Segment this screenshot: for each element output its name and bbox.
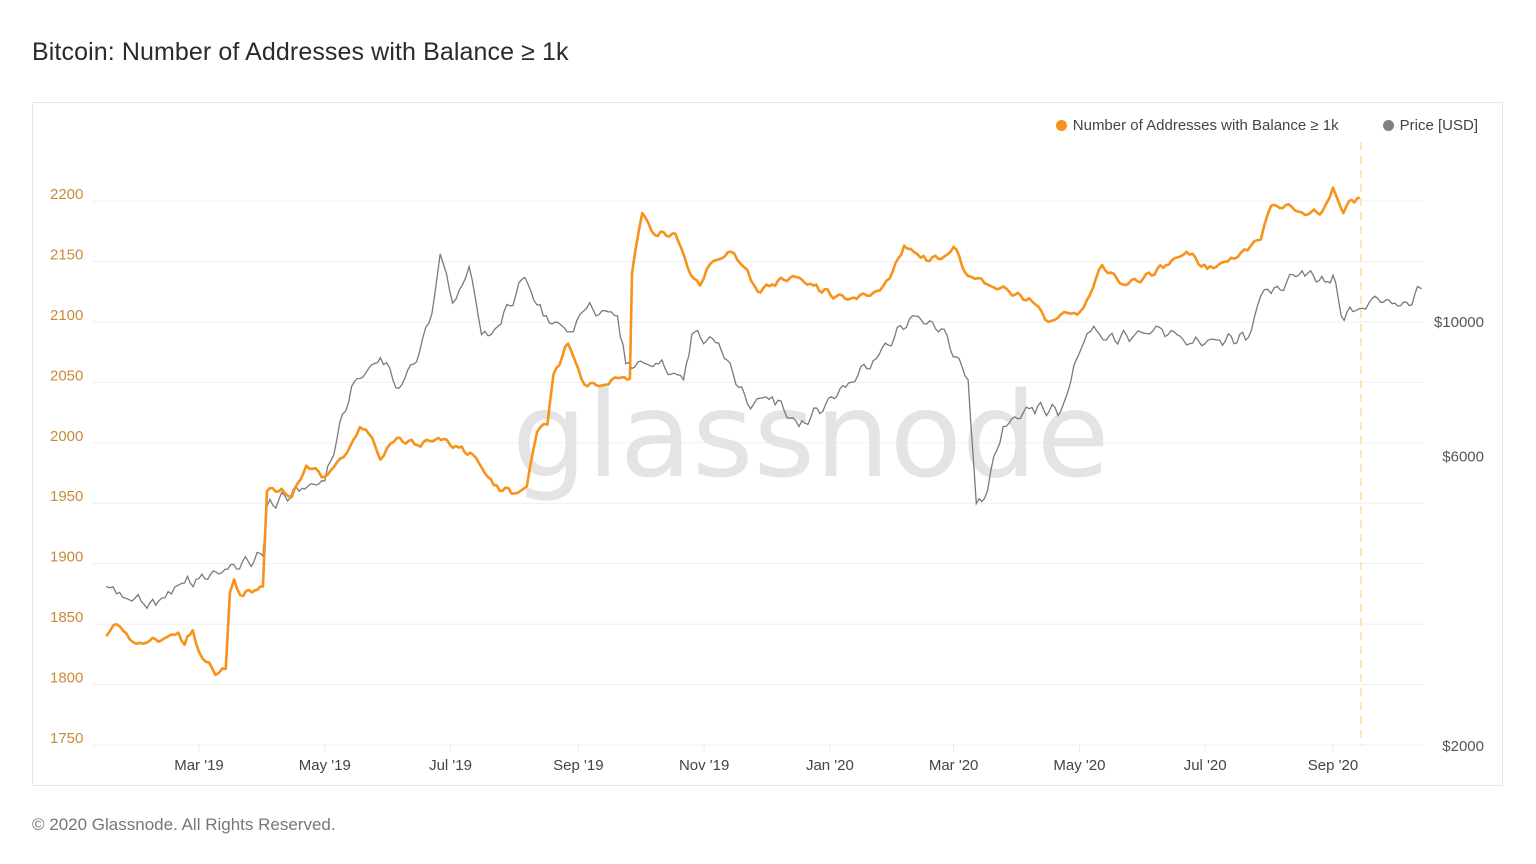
gridlines: [92, 200, 1424, 746]
orange-dot-icon: [1055, 120, 1067, 131]
y-right-tick-label: $2000: [1442, 738, 1484, 755]
gray-dot-icon: [1382, 120, 1394, 131]
addresses-series-line[interactable]: [105, 186, 1361, 677]
y-left-tick-label: 2100: [50, 307, 83, 324]
x-tick-label: Jul '19: [429, 757, 472, 774]
y-left-tick-label: 1750: [50, 730, 83, 747]
y-left-tick-label: 1850: [50, 609, 83, 626]
chart-legend: Number of Addresses with Balance ≥ 1k Pr…: [1055, 117, 1478, 134]
y-left-tick-label: 1900: [50, 549, 83, 566]
x-tick-label: Jul '20: [1184, 757, 1227, 774]
legend-item-addresses[interactable]: Number of Addresses with Balance ≥ 1k: [1055, 117, 1339, 134]
page-title: Bitcoin: Number of Addresses with Balanc…: [32, 38, 569, 66]
y-axis-left: 1750 1800 1850 1900 1950 2000 2050 2100 2150 2200: [50, 186, 83, 747]
x-tick-label: Nov '19: [679, 757, 729, 774]
x-tick-label: Jan '20: [806, 757, 854, 774]
x-tick-label: May '20: [1053, 757, 1105, 774]
y-left-tick-label: 1950: [50, 488, 83, 505]
y-right-tick-label: $10000: [1434, 314, 1484, 331]
y-left-tick-label: 1800: [50, 670, 83, 687]
y-axis-right: $2000 $6000 $10000: [1434, 314, 1484, 755]
watermark: glassnode: [512, 366, 1109, 504]
x-tick-label: Sep '20: [1308, 757, 1358, 774]
x-tick-label: Mar '20: [929, 757, 979, 774]
x-tick-label: Mar '19: [174, 757, 224, 774]
y-left-tick-label: 2150: [50, 246, 83, 263]
legend-label-price: Price [USD]: [1399, 117, 1478, 134]
y-left-tick-label: 2050: [50, 367, 83, 384]
copyright-footer: © 2020 Glassnode. All Rights Reserved.: [32, 815, 336, 834]
price-series-line[interactable]: [105, 253, 1423, 610]
y-right-tick-label: $6000: [1442, 449, 1484, 466]
chart-panel: [32, 102, 1503, 786]
x-axis: Mar '19 May '19 Jul '19 Sep '19 Nov '19 Jan '…: [174, 745, 1358, 774]
x-tick-label: Sep '19: [553, 757, 603, 774]
y-left-tick-label: 2200: [50, 186, 83, 203]
x-tick-label: May '19: [299, 757, 351, 774]
legend-label-addresses: Number of Addresses with Balance ≥ 1k: [1072, 117, 1339, 134]
y-left-tick-label: 2000: [50, 428, 83, 445]
legend-item-price[interactable]: Price [USD]: [1382, 117, 1478, 134]
